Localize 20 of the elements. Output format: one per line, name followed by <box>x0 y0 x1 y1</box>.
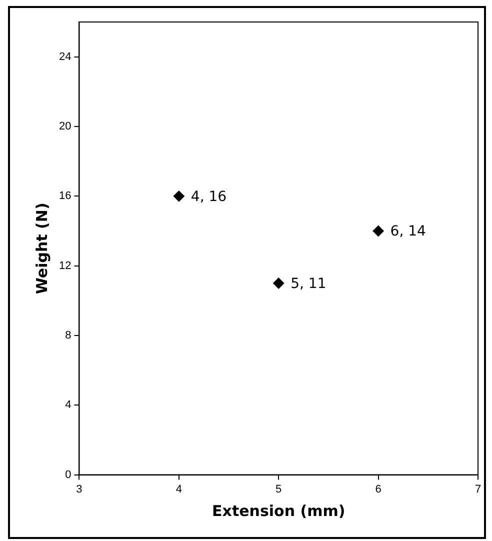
point <box>273 278 284 289</box>
x-tick-label: 5 <box>276 483 282 496</box>
x-axis-title: Extension (mm) <box>212 502 346 520</box>
data-label: 6, 14 <box>390 224 426 240</box>
y-tick-label: 4 <box>65 399 72 412</box>
x-tick-label: 7 <box>474 483 482 496</box>
y-tick-label: 16 <box>58 190 72 202</box>
data-label: 4, 16 <box>190 188 227 205</box>
y-axis-title: Weight (N) <box>32 202 51 294</box>
point <box>173 190 184 202</box>
point <box>372 225 384 236</box>
x-tick-label: 4 <box>176 483 182 496</box>
y-tick-label: 0 <box>65 468 72 481</box>
x-tick-label: 3 <box>76 483 82 496</box>
y-tick-label: 24 <box>58 50 72 63</box>
y-tick-label: 12 <box>58 260 72 272</box>
data-label: 5, 11 <box>290 276 326 292</box>
x-tick-label: 6 <box>375 483 382 496</box>
y-tick-label: 20 <box>58 120 72 133</box>
y-tick-label: 8 <box>65 330 72 342</box>
